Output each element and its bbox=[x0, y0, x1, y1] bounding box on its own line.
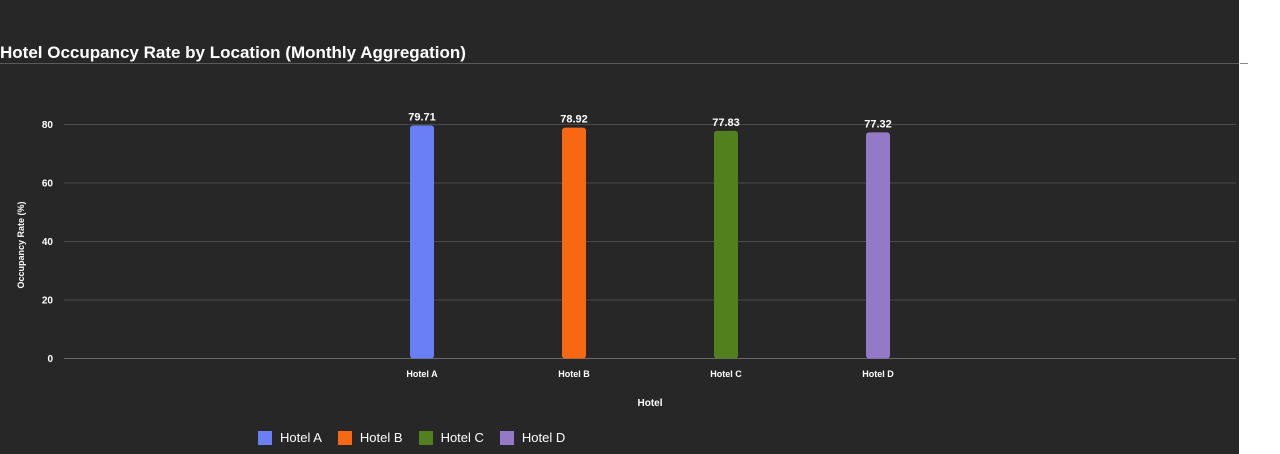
bar-hotel-d bbox=[866, 132, 890, 359]
y-axis-label: Occupancy Rate (%) bbox=[16, 201, 26, 288]
x-tick-label: Hotel C bbox=[710, 369, 742, 379]
legend-swatch bbox=[258, 430, 272, 445]
legend-label: Hotel B bbox=[359, 430, 403, 445]
bars bbox=[410, 125, 890, 359]
y-tick-label: 80 bbox=[42, 120, 54, 131]
legend-swatch bbox=[499, 430, 514, 445]
bar-hotel-a bbox=[410, 125, 434, 359]
legend-item[interactable]: Hotel A bbox=[258, 430, 322, 445]
y-tick-label: 60 bbox=[42, 179, 54, 190]
y-axis-ticks: 0 20 40 60 80 bbox=[42, 120, 54, 365]
chart-title: Hotel Occupancy Rate by Location (Monthl… bbox=[0, 43, 466, 62]
data-labels: 79.71 78.92 77.83 77.32 bbox=[408, 111, 892, 130]
legend-item[interactable]: Hotel D bbox=[499, 430, 566, 445]
x-tick-label: Hotel D bbox=[862, 369, 894, 379]
legend: Hotel A Hotel B Hotel C Hotel D bbox=[258, 430, 581, 445]
y-tick-label: 20 bbox=[42, 296, 54, 307]
data-label: 78.92 bbox=[560, 114, 588, 126]
legend-label: Hotel A bbox=[280, 430, 322, 445]
x-tick-label: Hotel A bbox=[406, 369, 438, 379]
chart-panel: Hotel Occupancy Rate by Location (Monthl… bbox=[0, 0, 1239, 454]
legend-label: Hotel D bbox=[521, 430, 566, 445]
legend-item[interactable]: Hotel B bbox=[337, 430, 403, 445]
data-label: 79.71 bbox=[408, 111, 436, 123]
data-label: 77.32 bbox=[864, 118, 892, 130]
bar-hotel-c bbox=[714, 130, 738, 359]
legend-item[interactable]: Hotel C bbox=[418, 430, 484, 445]
gridlines bbox=[64, 124, 1236, 359]
y-tick-label: 40 bbox=[42, 237, 54, 248]
legend-swatch bbox=[337, 430, 352, 445]
x-tick-label: Hotel B bbox=[558, 369, 590, 379]
legend-swatch bbox=[418, 430, 433, 445]
data-label: 77.83 bbox=[712, 117, 740, 129]
legend-label: Hotel C bbox=[440, 430, 484, 445]
x-axis-label: Hotel bbox=[638, 398, 663, 409]
edge-tick bbox=[1240, 63, 1248, 64]
y-tick-label: 0 bbox=[47, 354, 53, 365]
title-divider bbox=[0, 63, 1239, 64]
x-axis-ticks: Hotel A Hotel B Hotel C Hotel D bbox=[406, 369, 894, 379]
bar-hotel-b bbox=[562, 127, 586, 359]
